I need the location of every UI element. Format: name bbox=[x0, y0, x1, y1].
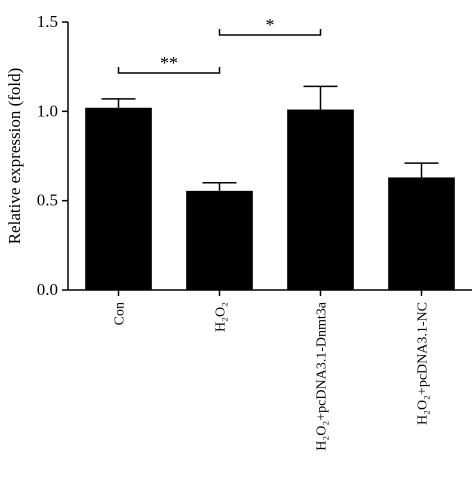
significance-bracket bbox=[117, 67, 221, 74]
y-tick-label: 0.0 bbox=[37, 280, 58, 299]
x-tick-label: H₂O₂+pcDNA3.1-Dnmt3a bbox=[315, 301, 330, 450]
x-tick-label: H₂O₂ bbox=[214, 302, 229, 332]
significance-label: * bbox=[266, 15, 275, 35]
y-tick-label: 0.5 bbox=[37, 191, 58, 210]
significance-bracket bbox=[218, 29, 322, 36]
y-tick-label: 1.0 bbox=[37, 101, 58, 120]
bar bbox=[388, 177, 455, 290]
x-tick-label: H₂O₂+pcDNA3.1-NC bbox=[416, 302, 431, 425]
bar bbox=[85, 107, 152, 290]
significance-label: ** bbox=[160, 53, 178, 73]
bar bbox=[186, 190, 253, 290]
x-tick-label: Con bbox=[113, 302, 128, 325]
y-axis-label: Relative expression (fold) bbox=[5, 68, 24, 245]
bar bbox=[287, 109, 354, 291]
y-tick-label: 1.5 bbox=[37, 12, 58, 31]
